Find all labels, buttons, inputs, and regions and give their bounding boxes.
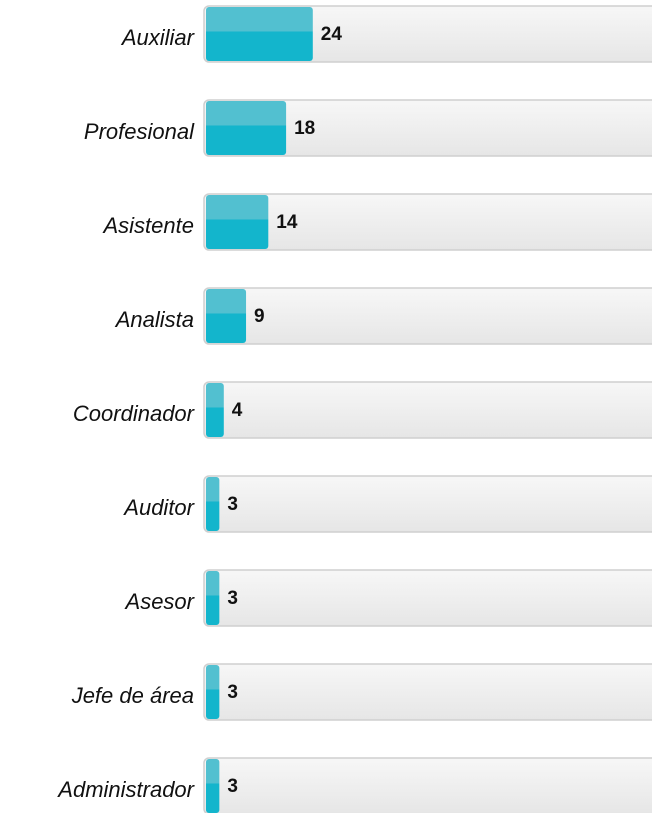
bar-track	[203, 663, 652, 721]
bar	[206, 665, 220, 719]
bar	[206, 571, 220, 625]
bar	[206, 7, 313, 61]
bar-track	[203, 381, 652, 439]
bar-track	[203, 99, 652, 157]
bar	[206, 477, 220, 531]
bar-track	[203, 569, 652, 627]
bar	[206, 759, 220, 813]
bar-track	[203, 757, 652, 813]
category-label: Asistente	[102, 213, 195, 238]
category-label: Analista	[114, 307, 194, 332]
category-label: Profesional	[84, 119, 195, 144]
bar	[206, 383, 224, 437]
bar	[206, 195, 269, 249]
bar-track	[203, 287, 652, 345]
bar-track	[203, 5, 652, 63]
bar-track	[203, 193, 652, 251]
category-label: Coordinador	[73, 401, 196, 426]
value-label: 3	[227, 682, 238, 703]
value-label: 3	[227, 776, 238, 797]
category-label: Administrador	[56, 777, 195, 802]
bar-track	[203, 475, 652, 533]
category-label: Jefe de área	[71, 683, 194, 708]
category-label: Auditor	[122, 495, 195, 520]
value-label: 3	[227, 588, 238, 609]
bar	[206, 289, 247, 343]
category-label: Auxiliar	[120, 25, 196, 50]
value-label: 14	[276, 212, 298, 233]
value-label: 3	[227, 494, 238, 515]
value-label: 24	[321, 24, 343, 45]
value-label: 18	[294, 118, 315, 139]
bar	[206, 101, 287, 155]
value-label: 4	[232, 400, 243, 421]
value-label: 9	[254, 306, 265, 327]
category-label: Asesor	[124, 589, 196, 614]
